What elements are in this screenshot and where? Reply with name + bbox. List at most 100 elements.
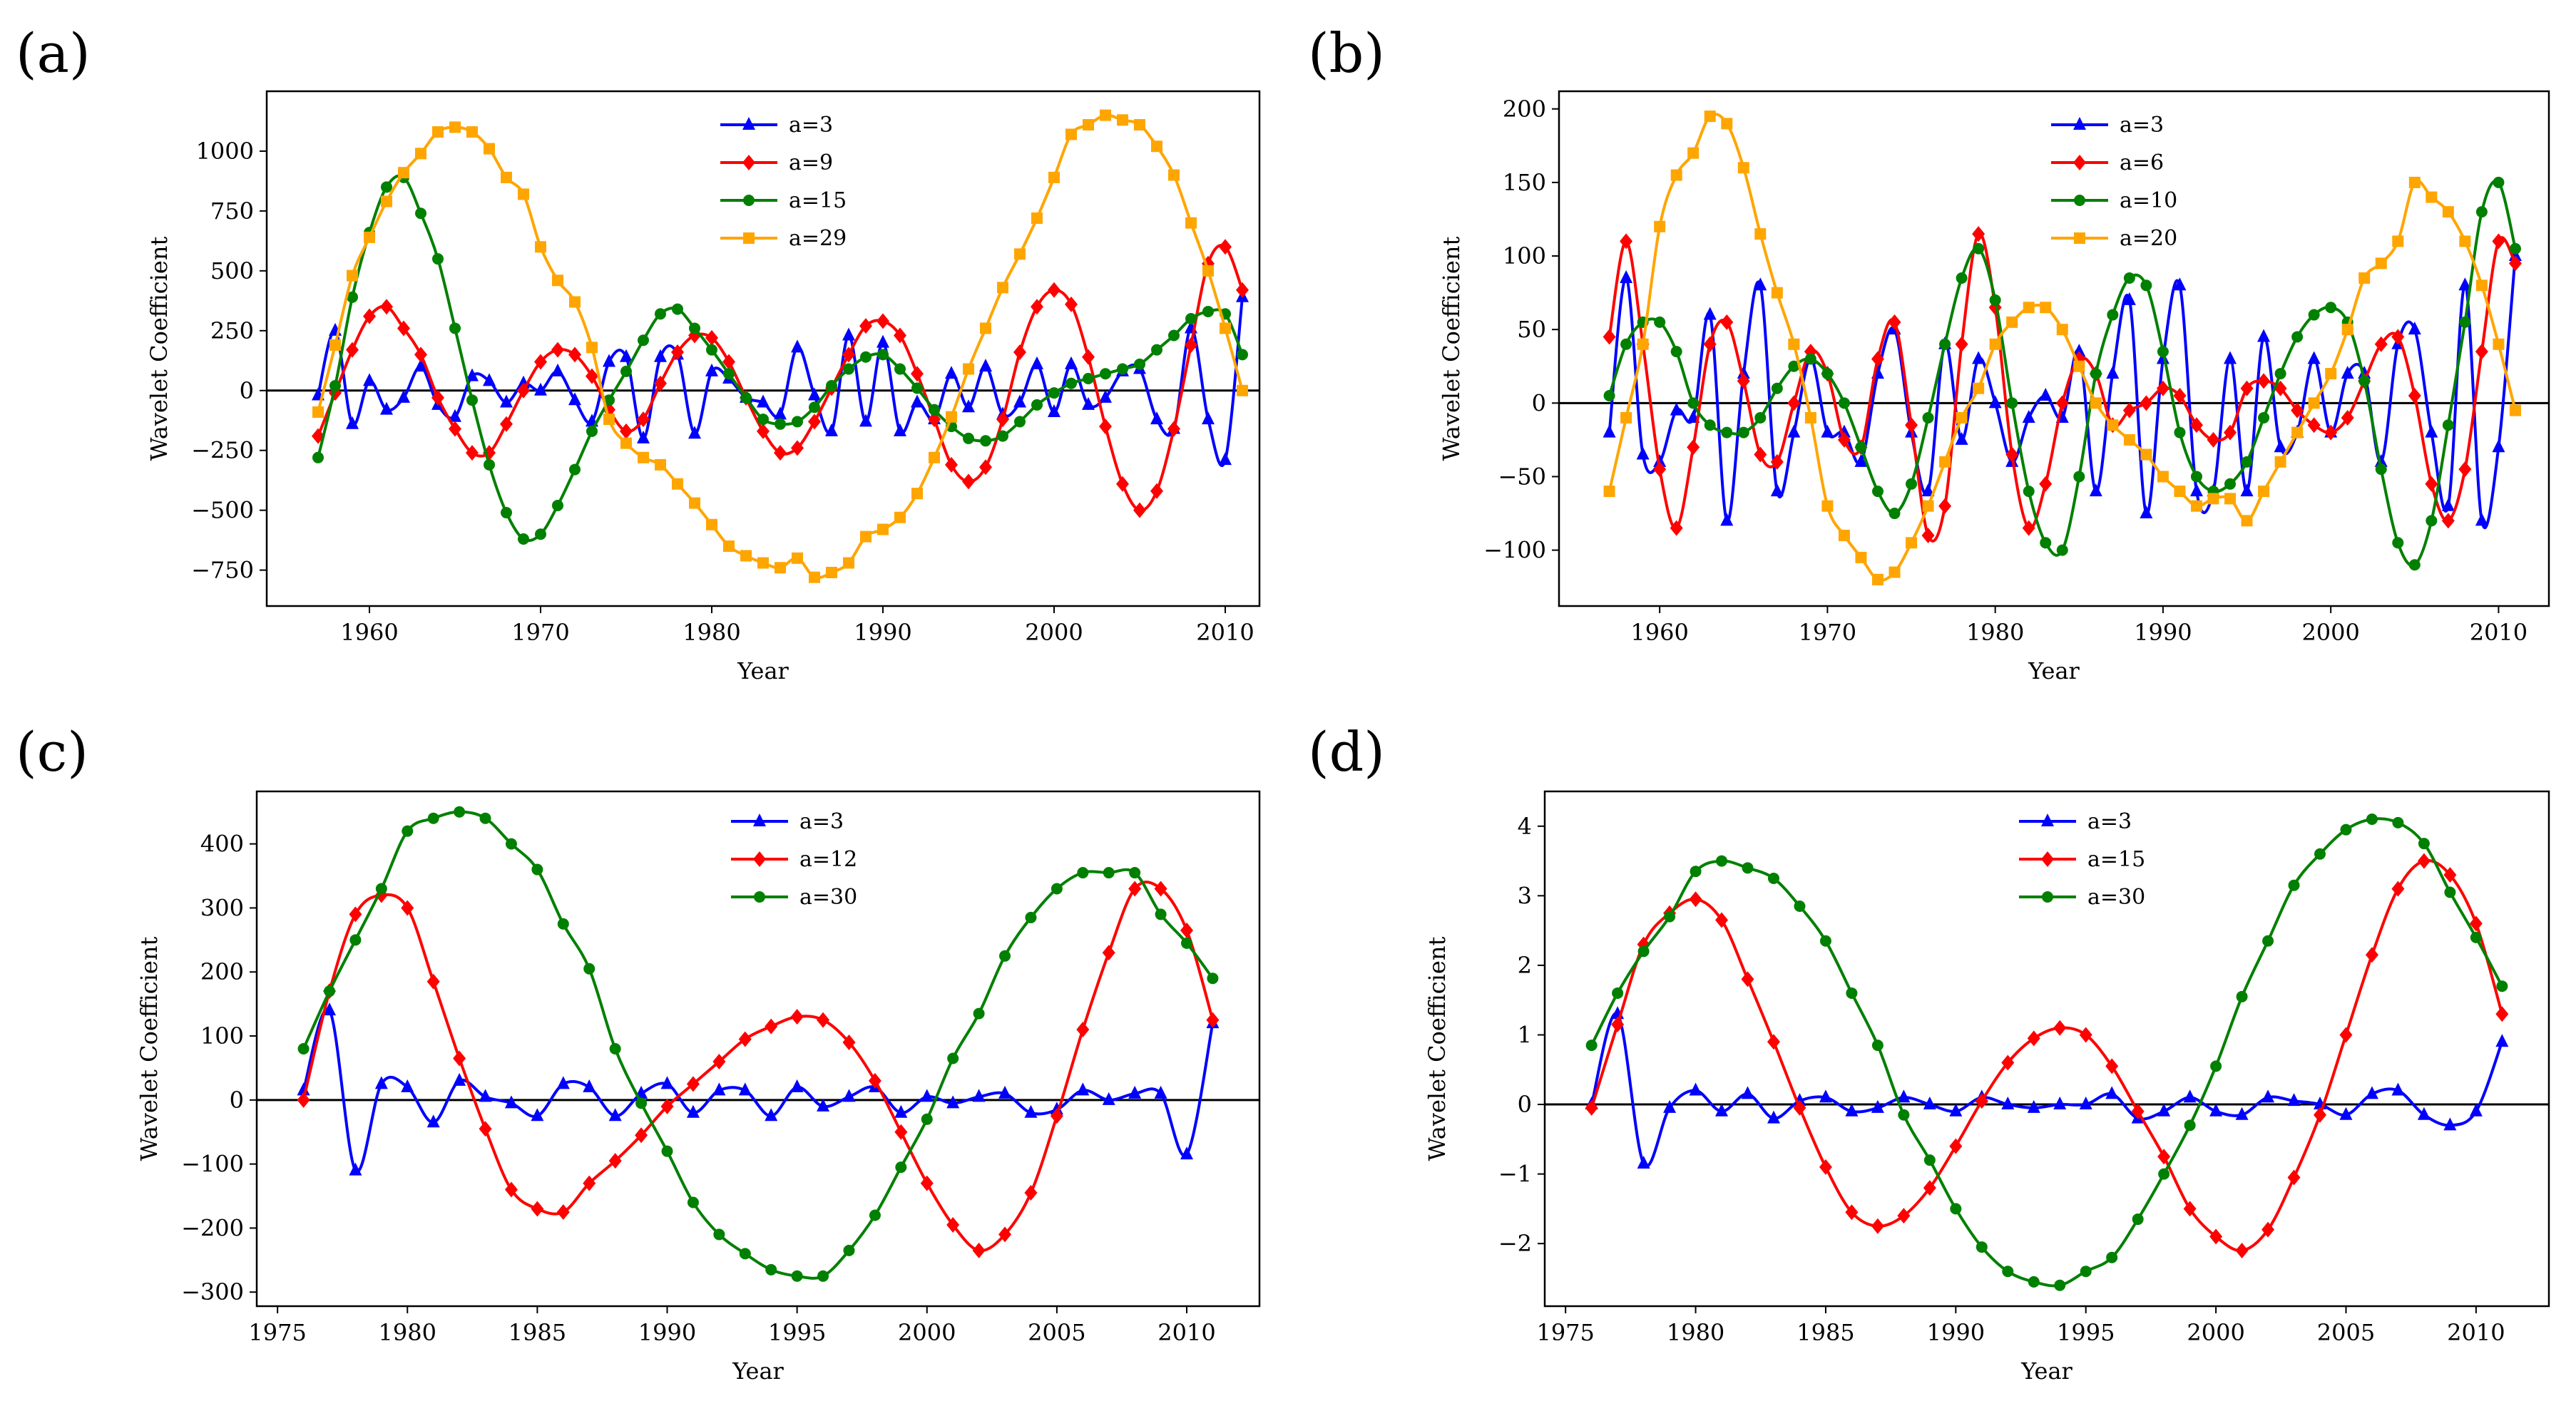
data-point [1737, 373, 1750, 389]
data-point [2090, 397, 2102, 409]
data-point [894, 327, 906, 344]
data-point [686, 1104, 700, 1118]
x-tick-label: 2010 [1196, 619, 1254, 646]
data-point [2224, 493, 2237, 505]
data-point [2040, 302, 2052, 314]
legend-marker [2042, 891, 2053, 903]
data-point [972, 1089, 986, 1102]
data-point [1180, 1146, 1194, 1160]
data-point [2107, 419, 2119, 431]
data-point [1819, 1089, 1832, 1103]
data-point [973, 1007, 985, 1020]
data-point [963, 432, 974, 444]
data-point [842, 1035, 856, 1051]
data-point [826, 566, 837, 578]
data-point [2080, 1266, 2092, 1278]
data-point [686, 1076, 700, 1092]
data-point [1603, 486, 1615, 498]
x-tick-label: 1985 [1796, 1319, 1854, 1346]
data-point [655, 308, 666, 320]
data-point [1704, 111, 1716, 123]
legend-marker [2041, 851, 2054, 867]
data-point [2291, 426, 2304, 438]
data-point [946, 1095, 960, 1109]
data-point [2307, 417, 2321, 433]
data-point [2157, 471, 2169, 483]
data-point [1721, 118, 1733, 130]
data-point [552, 499, 563, 511]
data-point [723, 540, 735, 553]
data-point [689, 497, 700, 509]
data-point [449, 121, 461, 133]
data-point [1956, 272, 1968, 284]
data-point [790, 1079, 804, 1092]
x-tick-label: 1990 [638, 1319, 696, 1346]
data-point [1219, 239, 1232, 255]
data-point [1939, 338, 1951, 350]
legend-label: a=9 [789, 150, 833, 175]
data-point [1219, 452, 1232, 466]
data-point [2106, 1251, 2118, 1263]
data-point [1168, 329, 1180, 342]
data-point [1024, 1104, 1038, 1118]
data-point [2183, 1201, 2197, 1217]
data-point [790, 1009, 804, 1025]
data-point [1949, 1103, 1963, 1117]
data-point [963, 363, 974, 375]
data-point [2475, 344, 2488, 360]
chart-a: 1960 1970 1980 1990 2000 2010 −750 −500 −250 0 250… [145, 90, 1261, 684]
data-point [637, 430, 650, 443]
y-tick-label: −100 [1483, 537, 1546, 564]
data-point [1871, 1040, 1884, 1052]
data-point [2314, 848, 2326, 860]
series-line-a=3 [317, 297, 1244, 468]
data-point [583, 1175, 596, 1191]
data-point [397, 320, 410, 337]
data-point [1770, 453, 1784, 470]
data-point [946, 1216, 960, 1233]
data-point [1939, 456, 1951, 468]
data-point [1897, 1208, 1911, 1224]
data-point [1102, 945, 1115, 961]
data-point [518, 188, 529, 200]
data-point [2274, 456, 2286, 468]
data-point [2358, 375, 2371, 387]
data-point [2173, 388, 2187, 404]
data-point [1128, 881, 1142, 897]
plot-area [1603, 111, 2522, 585]
data-point [757, 394, 770, 408]
data-point [1099, 389, 1112, 403]
data-point [449, 322, 461, 334]
data-point [808, 387, 821, 401]
data-point [705, 329, 718, 346]
data-point [329, 380, 341, 392]
data-point [2469, 915, 2483, 932]
data-point [1150, 483, 1163, 499]
data-point [1150, 411, 1163, 425]
data-point [1048, 282, 1060, 298]
data-point [2509, 242, 2521, 255]
data-point [775, 418, 786, 430]
data-point [2458, 461, 2472, 478]
data-point [374, 1076, 388, 1089]
data-point [2073, 360, 2085, 372]
series-line-a=30 [302, 810, 1215, 1280]
data-point [556, 1204, 570, 1220]
data-point [1048, 404, 1060, 417]
data-point [2375, 257, 2387, 270]
data-point [1973, 242, 1985, 255]
data-point [2291, 402, 2304, 419]
data-point [2258, 411, 2270, 424]
data-point [2325, 368, 2337, 380]
data-point [2307, 351, 2321, 364]
data-point [347, 270, 358, 282]
data-point [1888, 314, 1901, 330]
data-point [2157, 1149, 2171, 1165]
data-point [569, 463, 581, 476]
data-point [2261, 1089, 2275, 1103]
legend: a=3 a=15 a=30 [2019, 809, 2145, 910]
data-point [825, 423, 838, 436]
data-point [2442, 419, 2454, 431]
data-point [1603, 424, 1616, 438]
data-point [1065, 356, 1078, 369]
